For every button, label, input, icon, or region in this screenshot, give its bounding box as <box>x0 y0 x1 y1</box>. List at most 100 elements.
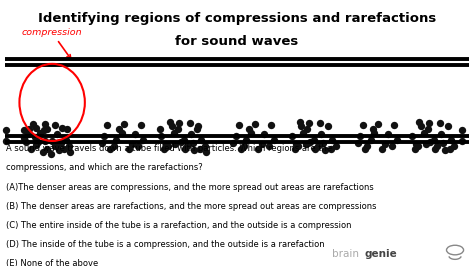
Point <box>27 147 35 151</box>
Point <box>135 144 142 148</box>
Point <box>327 147 335 151</box>
Point <box>450 144 458 148</box>
Point <box>267 123 275 127</box>
Point <box>243 138 250 143</box>
Point <box>31 135 38 139</box>
Point <box>2 128 9 132</box>
Point <box>32 143 39 147</box>
Point <box>447 147 454 151</box>
Point <box>55 148 63 152</box>
Point <box>324 124 332 128</box>
Point <box>41 139 49 143</box>
Point <box>436 121 444 125</box>
Point <box>430 138 438 143</box>
Point <box>296 120 303 124</box>
Point <box>63 138 70 142</box>
Point <box>314 144 321 148</box>
Point <box>196 147 204 151</box>
Text: A sound wave travels down a tube filled with particles. Which regions are the: A sound wave travels down a tube filled … <box>6 144 332 153</box>
Point <box>425 121 433 125</box>
Point <box>139 138 147 142</box>
Point <box>64 127 71 131</box>
Point <box>318 132 325 136</box>
Point <box>328 138 336 142</box>
Point <box>175 121 183 125</box>
Point <box>202 149 210 154</box>
Point <box>361 147 369 151</box>
Point <box>137 123 145 127</box>
Point <box>100 134 108 138</box>
Point <box>198 138 205 142</box>
Point <box>98 141 106 145</box>
Point <box>229 141 237 145</box>
Point <box>57 141 64 145</box>
Point <box>51 144 58 148</box>
Text: compression: compression <box>21 28 82 59</box>
Point <box>112 138 120 143</box>
Point <box>354 141 362 145</box>
Point <box>236 123 243 127</box>
Point <box>371 131 378 135</box>
Point <box>381 142 389 146</box>
Point <box>48 139 56 143</box>
Point <box>177 139 185 144</box>
Point <box>60 147 68 151</box>
Point <box>120 122 128 126</box>
Point <box>47 152 55 156</box>
Point <box>161 147 168 152</box>
Point <box>292 142 300 146</box>
Point <box>367 138 374 143</box>
Point <box>427 139 434 144</box>
Text: brain: brain <box>332 248 359 259</box>
Point <box>201 144 209 148</box>
Point <box>310 138 318 143</box>
Point <box>389 144 396 148</box>
Point <box>291 147 299 152</box>
Point <box>369 127 377 131</box>
Point <box>41 122 49 126</box>
Point <box>171 131 178 135</box>
Point <box>29 122 37 126</box>
Point <box>183 144 191 148</box>
Point <box>255 147 262 152</box>
Point <box>157 134 165 138</box>
Point <box>58 126 65 130</box>
Point <box>66 149 74 154</box>
Point <box>431 147 439 151</box>
Point <box>444 124 452 128</box>
Point <box>40 128 47 132</box>
Point <box>356 134 364 138</box>
Point <box>34 140 42 144</box>
Point <box>393 138 401 142</box>
Point <box>237 147 245 151</box>
Point <box>20 128 27 132</box>
Point <box>294 144 301 148</box>
Point <box>364 144 371 148</box>
Text: (B) The denser areas are rarefactions, and the more spread out areas are compres: (B) The denser areas are rarefactions, a… <box>6 202 376 211</box>
Point <box>232 134 240 138</box>
Point <box>332 144 339 148</box>
Point <box>414 144 422 148</box>
Point <box>247 131 255 135</box>
Point <box>384 132 392 136</box>
Point <box>458 139 466 143</box>
Point <box>125 147 133 152</box>
Point <box>319 141 327 145</box>
Text: genie: genie <box>364 248 397 259</box>
Point <box>359 123 366 127</box>
Point <box>416 120 423 124</box>
Point <box>44 127 51 131</box>
Point <box>409 134 416 138</box>
Point <box>374 122 382 126</box>
Point <box>412 142 420 146</box>
Point <box>32 126 39 130</box>
Point <box>20 136 27 140</box>
Point <box>193 127 201 131</box>
Bar <box>5 65 469 136</box>
Point <box>51 123 58 127</box>
Point <box>2 139 9 143</box>
Point <box>65 144 73 148</box>
Point <box>39 149 46 154</box>
Text: (A)The denser areas are compressions, and the more spread out areas are rarefact: (A)The denser areas are compressions, an… <box>6 183 374 192</box>
Text: for sound waves: for sound waves <box>175 35 299 48</box>
